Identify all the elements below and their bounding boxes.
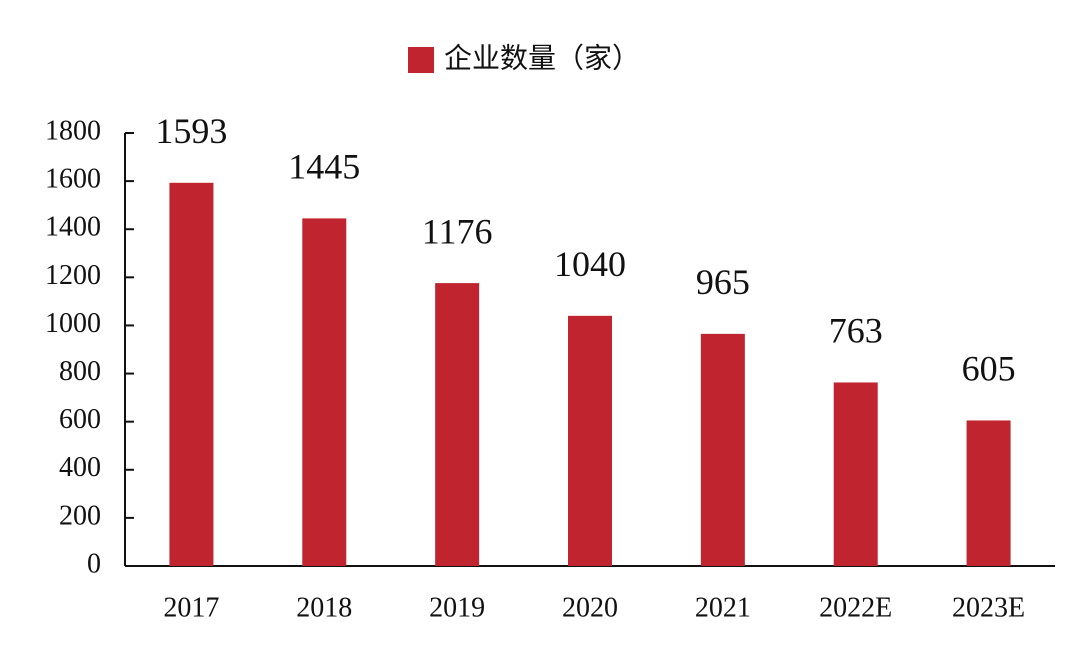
data-label: 1040 (554, 244, 626, 284)
y-tick-label: 0 (87, 548, 101, 579)
legend-label: 企业数量（家） (444, 42, 640, 74)
y-tick-label: 800 (59, 356, 101, 387)
x-tick-label: 2021 (695, 592, 751, 623)
data-label: 1176 (422, 211, 493, 251)
y-tick-label: 1000 (45, 308, 101, 339)
bar (700, 333, 745, 566)
y-tick-label: 1800 (45, 115, 101, 146)
y-tick-label: 600 (59, 404, 101, 435)
y-tick-label: 200 (59, 500, 101, 531)
x-tick-label: 2019 (429, 592, 485, 623)
bar (966, 420, 1011, 566)
x-tick-label: 2023E (952, 592, 1025, 623)
y-tick-label: 1600 (45, 164, 101, 195)
data-label: 763 (829, 311, 883, 351)
bar (833, 382, 878, 566)
x-tick-label: 2017 (163, 592, 219, 623)
y-tick-label: 400 (59, 452, 101, 483)
bar (435, 283, 480, 566)
y-tick-label: 1200 (45, 260, 101, 291)
bar (568, 315, 612, 566)
data-label: 605 (962, 349, 1016, 389)
data-label: 1593 (155, 111, 227, 151)
x-tick-label: 2018 (296, 592, 352, 623)
x-tick-label: 2020 (562, 592, 618, 623)
bar (302, 218, 347, 566)
legend-swatch (408, 47, 434, 73)
x-tick-label: 2022E (819, 592, 892, 623)
y-tick-label: 1400 (45, 212, 101, 243)
data-label: 965 (696, 262, 750, 302)
bar (169, 182, 214, 567)
data-label: 1445 (288, 147, 360, 187)
